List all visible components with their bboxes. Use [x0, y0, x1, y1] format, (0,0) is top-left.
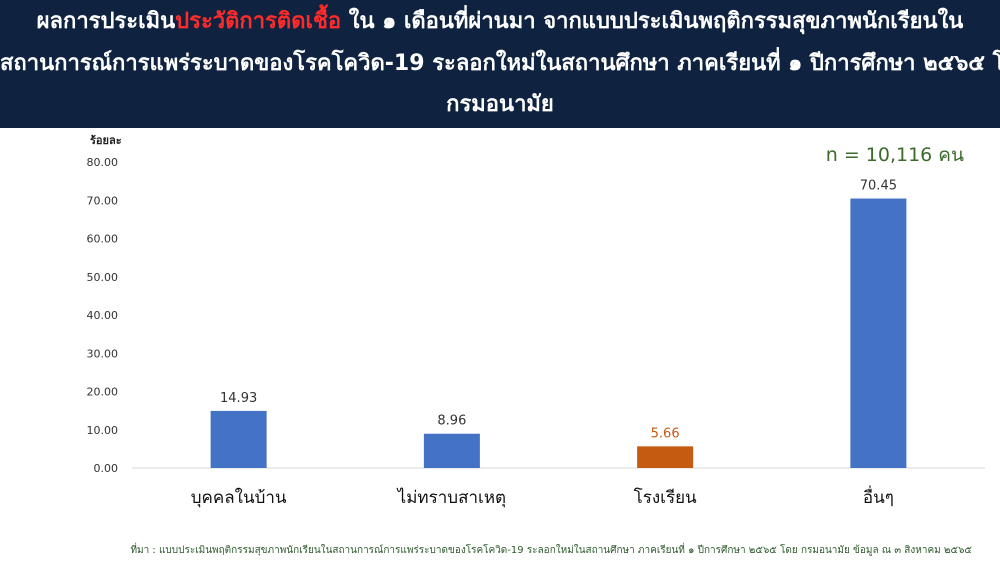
bar [423, 433, 480, 468]
source-note: ที่มา : แบบประเมินพฤติกรรมสุขภาพนักเรียน… [130, 545, 972, 556]
category-label: ไม่ทราบสาเหตุ [396, 487, 506, 508]
title-banner: ผลการประเมินประวัติการติดเชื้อ ใน ๑ เดือ… [0, 0, 1000, 128]
category-label: โรงเรียน [634, 487, 697, 508]
bar [210, 410, 267, 468]
title-highlight: ประวัติการติดเชื้อ [175, 9, 342, 34]
y-tick-label: 60.00 [87, 233, 119, 246]
y-tick-label: 30.00 [87, 347, 119, 360]
bar [850, 198, 907, 468]
y-tick-label: 70.00 [87, 194, 119, 207]
data-label: 8.96 [437, 414, 466, 429]
y-tick-label: 0.00 [94, 462, 119, 475]
chart-title-line-1: ผลการประเมินประวัติการติดเชื้อ ใน ๑ เดือ… [0, 7, 1000, 37]
data-label: 14.93 [220, 391, 257, 406]
title-text-start: ผลการประเมิน [36, 9, 176, 34]
y-tick-label: 80.00 [87, 156, 119, 169]
y-tick-label: 20.00 [87, 386, 119, 399]
chart-title-line-2: สถานการณ์การแพร่ระบาดของโรคโควิด-19 ระลอ… [0, 51, 1000, 76]
bar-chart: 0.00 10.00 20.00 30.00 40.00 50.00 60.00 70.00 8… [87, 156, 985, 508]
y-tick-label: 40.00 [87, 309, 119, 322]
sample-size-label: n = 10,116 คน [825, 144, 964, 166]
y-tick-label: 10.00 [87, 424, 119, 437]
category-label: อื่นๆ [863, 485, 894, 508]
chart-title-line-3: กรมอนามัย [446, 92, 554, 117]
category-label: บุคคลในบ้าน [191, 487, 287, 508]
y-axis-unit-label: ร้อยละ [90, 134, 122, 147]
data-label: 5.66 [651, 426, 680, 441]
title-text-end: ใน ๑ เดือนที่ผ่านมา จากแบบประเมินพฤติกรร… [341, 9, 964, 34]
y-tick-label: 50.00 [87, 271, 119, 284]
data-label: 70.45 [860, 179, 897, 194]
bar [637, 446, 694, 468]
